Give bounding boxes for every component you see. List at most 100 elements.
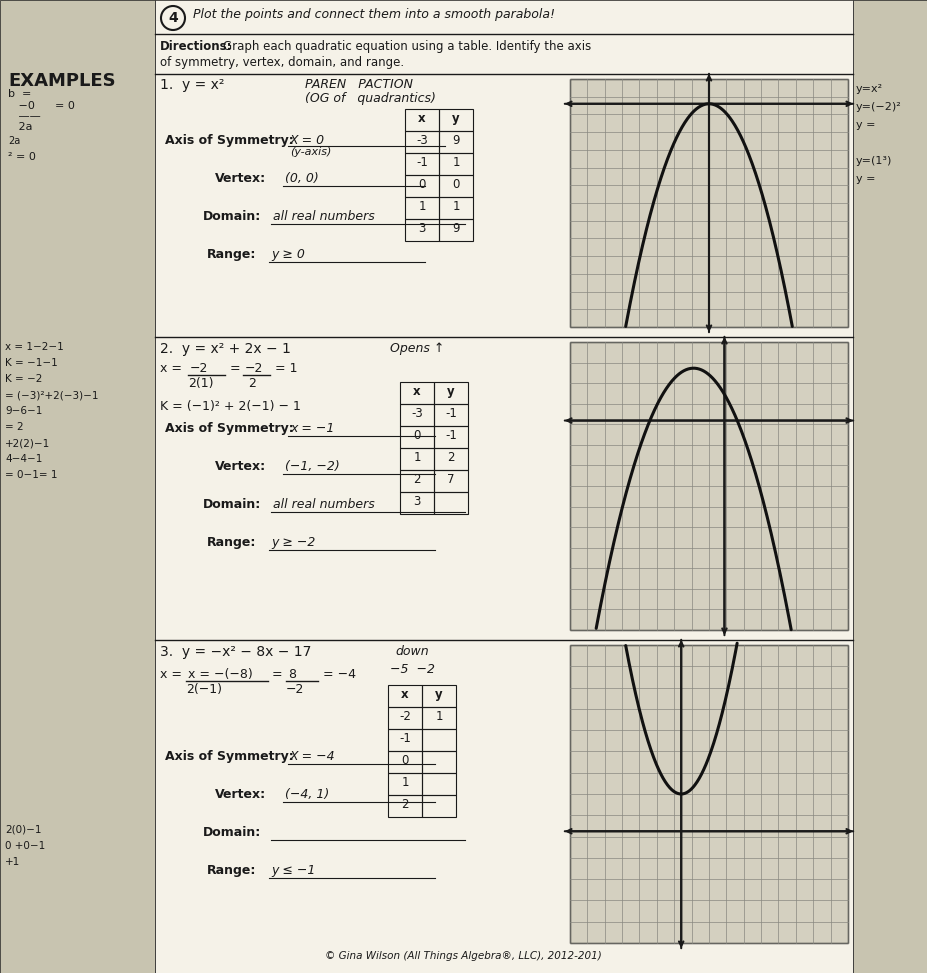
Text: 3: 3 xyxy=(418,222,425,235)
Text: x = −(−8): x = −(−8) xyxy=(188,668,253,681)
Text: 1.  y = x²: 1. y = x² xyxy=(160,78,224,92)
Text: = 2: = 2 xyxy=(5,422,23,432)
Bar xyxy=(439,175,473,197)
Text: = 0: = 0 xyxy=(55,101,75,111)
Text: 2: 2 xyxy=(413,473,421,486)
Bar xyxy=(434,382,468,404)
Text: Domain:: Domain: xyxy=(203,826,261,839)
Text: −2: −2 xyxy=(245,362,263,375)
Bar xyxy=(434,404,468,426)
Text: EXAMPLES: EXAMPLES xyxy=(8,72,116,90)
Bar xyxy=(439,109,473,131)
Text: y=x²: y=x² xyxy=(856,84,883,94)
Text: −2: −2 xyxy=(190,362,209,375)
Bar xyxy=(434,492,468,514)
Bar xyxy=(853,0,927,973)
Text: =: = xyxy=(272,668,283,681)
Text: PAREN   PACTION: PAREN PACTION xyxy=(305,78,413,91)
Text: y =: y = xyxy=(856,174,875,184)
Text: = 1: = 1 xyxy=(275,362,298,375)
Text: Vertex:: Vertex: xyxy=(215,460,266,473)
Text: y ≥ 0: y ≥ 0 xyxy=(271,248,305,261)
Text: 1: 1 xyxy=(418,200,425,213)
Text: 1: 1 xyxy=(452,156,460,169)
Bar xyxy=(422,751,456,773)
Text: -1: -1 xyxy=(416,156,428,169)
Text: 2: 2 xyxy=(401,798,409,811)
Bar xyxy=(570,342,848,630)
Text: 0: 0 xyxy=(401,754,409,767)
Text: (−1, −2): (−1, −2) xyxy=(285,460,340,473)
Text: © Gina Wilson (All Things Algebra®, LLC), 2012-201): © Gina Wilson (All Things Algebra®, LLC)… xyxy=(325,951,602,961)
Bar xyxy=(0,0,155,973)
Text: -3: -3 xyxy=(412,407,423,420)
Text: Vertex:: Vertex: xyxy=(215,172,266,185)
Text: x = −1: x = −1 xyxy=(290,422,335,435)
Text: x =: x = xyxy=(160,362,186,375)
Text: 2(−1): 2(−1) xyxy=(186,683,222,696)
Text: Vertex:: Vertex: xyxy=(215,788,266,801)
Bar xyxy=(434,448,468,470)
Bar xyxy=(570,645,848,943)
Text: -1: -1 xyxy=(445,407,457,420)
Circle shape xyxy=(161,6,185,30)
Bar xyxy=(155,0,853,973)
Text: Axis of Symmetry:: Axis of Symmetry: xyxy=(165,750,294,763)
Text: Domain:: Domain: xyxy=(203,498,261,511)
Text: 2: 2 xyxy=(447,451,455,464)
Bar xyxy=(439,131,473,153)
Text: Range:: Range: xyxy=(207,864,257,877)
Text: Graph each quadratic equation using a table. Identify the axis: Graph each quadratic equation using a ta… xyxy=(223,40,591,53)
Text: =: = xyxy=(230,362,241,375)
Text: all real numbers: all real numbers xyxy=(273,498,375,511)
Text: 1: 1 xyxy=(413,451,421,464)
Text: X = −4: X = −4 xyxy=(290,750,336,763)
Text: y: y xyxy=(452,112,460,125)
Text: (y-axis): (y-axis) xyxy=(290,147,331,157)
Text: 7: 7 xyxy=(447,473,455,486)
Text: all real numbers: all real numbers xyxy=(273,210,375,223)
Bar xyxy=(434,470,468,492)
Text: Range:: Range: xyxy=(207,536,257,549)
Text: = (−3)²+2(−3)−1: = (−3)²+2(−3)−1 xyxy=(5,390,98,400)
Text: 2a: 2a xyxy=(8,136,20,146)
Text: x: x xyxy=(413,385,421,398)
Text: 9: 9 xyxy=(452,222,460,235)
Text: y: y xyxy=(447,385,455,398)
Bar xyxy=(439,153,473,175)
Text: Axis of Symmetry:: Axis of Symmetry: xyxy=(165,134,294,147)
Bar xyxy=(405,109,439,131)
Text: y: y xyxy=(435,688,443,701)
Text: 0: 0 xyxy=(452,178,460,191)
Text: 9: 9 xyxy=(452,134,460,147)
Text: (0, 0): (0, 0) xyxy=(285,172,319,185)
Text: ——: —— xyxy=(8,111,41,121)
Text: y=(1³): y=(1³) xyxy=(856,156,893,166)
Text: Directions:: Directions: xyxy=(160,40,233,53)
Text: 2(0)−1: 2(0)−1 xyxy=(5,825,42,835)
Text: 2.  y = x² + 2x − 1: 2. y = x² + 2x − 1 xyxy=(160,342,291,356)
Text: Range:: Range: xyxy=(207,248,257,261)
Text: x: x xyxy=(418,112,425,125)
Bar xyxy=(439,219,473,241)
Text: = −4: = −4 xyxy=(323,668,356,681)
Bar xyxy=(422,773,456,795)
Text: -1: -1 xyxy=(445,429,457,442)
Text: x = 1−2−1: x = 1−2−1 xyxy=(5,342,64,352)
Text: -1: -1 xyxy=(399,732,411,745)
Bar xyxy=(400,470,434,492)
Text: 2(1): 2(1) xyxy=(188,377,213,390)
Bar xyxy=(405,131,439,153)
Text: 2a: 2a xyxy=(8,122,32,132)
Text: 1: 1 xyxy=(452,200,460,213)
Text: K = (−1)² + 2(−1) − 1: K = (−1)² + 2(−1) − 1 xyxy=(160,400,301,413)
Bar xyxy=(388,773,422,795)
Bar xyxy=(405,219,439,241)
Bar xyxy=(388,729,422,751)
Text: Axis of Symmetry:: Axis of Symmetry: xyxy=(165,422,294,435)
Bar xyxy=(388,707,422,729)
Text: Domain:: Domain: xyxy=(203,210,261,223)
Bar xyxy=(570,79,848,327)
Text: 0: 0 xyxy=(413,429,421,442)
Text: y=(−2)²: y=(−2)² xyxy=(856,102,902,112)
